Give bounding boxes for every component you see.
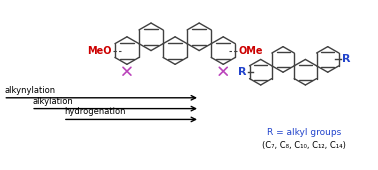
Text: alkylation: alkylation bbox=[32, 97, 73, 106]
Text: hydrogenation: hydrogenation bbox=[64, 107, 125, 116]
Text: R = alkyl groups: R = alkyl groups bbox=[267, 128, 341, 137]
Text: R: R bbox=[238, 67, 246, 77]
Text: MeO: MeO bbox=[87, 46, 112, 56]
Text: alkynylation: alkynylation bbox=[5, 86, 56, 95]
Text: (C₇, C₈, C₁₀, C₁₂, C₁₄): (C₇, C₈, C₁₀, C₁₂, C₁₄) bbox=[262, 141, 346, 150]
Text: OMe: OMe bbox=[238, 46, 263, 56]
Text: R: R bbox=[342, 54, 350, 64]
